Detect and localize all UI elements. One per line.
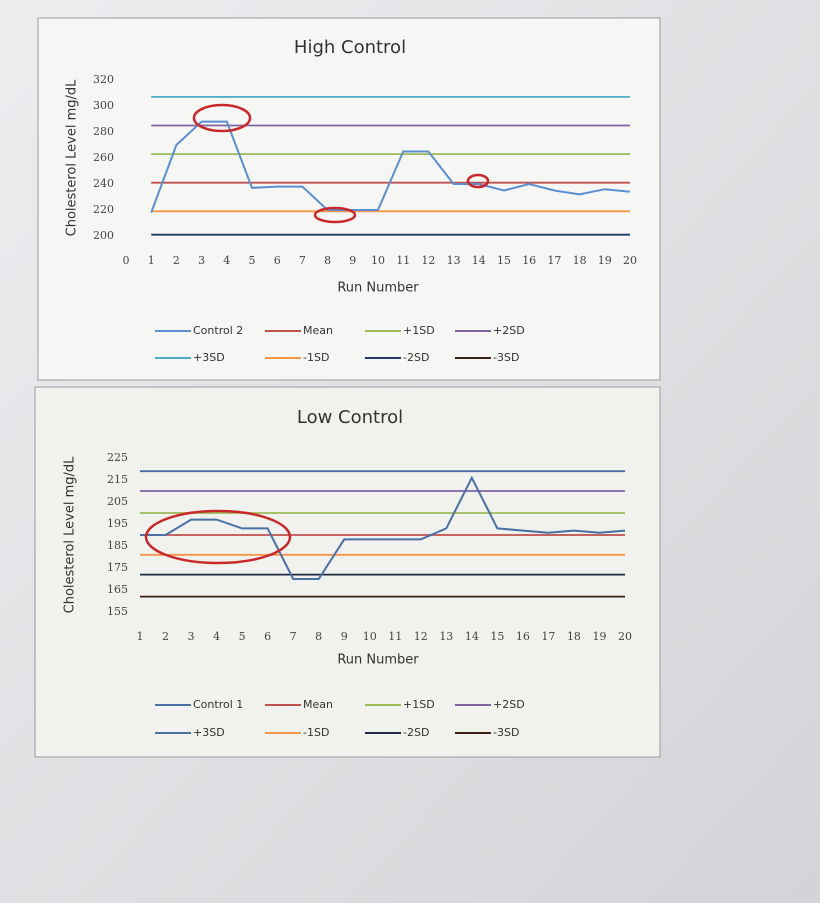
x-tick-label: 16 [516, 630, 530, 643]
y-tick-label: 240 [93, 177, 114, 190]
x-tick-label: 6 [274, 254, 281, 267]
x-tick-label: 6 [264, 630, 271, 643]
pen-circle [144, 509, 292, 565]
y-tick-label: 300 [93, 99, 114, 112]
legend-label: Mean [303, 324, 333, 337]
x-tick-label: 17 [541, 630, 555, 643]
x-tick-label: 7 [290, 630, 297, 643]
pen-circle [313, 206, 357, 224]
y-tick-label: 185 [107, 539, 128, 552]
x-axis-label: Run Number [337, 281, 419, 296]
y-axis-label: Cholesterol Level mg/dL [65, 79, 80, 237]
legend-label: +2SD [493, 324, 525, 337]
x-tick-label: 16 [522, 254, 536, 267]
x-tick-label: 14 [472, 254, 486, 267]
legend-label: +1SD [403, 324, 435, 337]
y-tick-label: 320 [93, 73, 114, 86]
x-tick-label: 9 [341, 630, 348, 643]
x-tick-label: 15 [497, 254, 511, 267]
y-axis-label: Cholesterol Level mg/dL [63, 456, 78, 614]
y-tick-label: 155 [107, 605, 128, 618]
legend-label: +1SD [403, 698, 435, 711]
y-tick-label: 175 [107, 561, 128, 574]
x-tick-label: 11 [396, 254, 410, 267]
x-tick-label: 7 [299, 254, 306, 267]
legend-label: -3SD [493, 726, 519, 739]
y-tick-label: 195 [107, 517, 128, 530]
pen-marks [144, 103, 490, 565]
x-tick-label: 18 [573, 254, 587, 267]
legend-label: -1SD [303, 726, 329, 739]
y-tick-label: 220 [93, 203, 114, 216]
x-tick-label: 12 [421, 254, 435, 267]
y-tick-label: 225 [107, 451, 128, 464]
x-tick-label: 17 [547, 254, 561, 267]
x-tick-label: 2 [162, 630, 169, 643]
x-tick-label: 15 [490, 630, 504, 643]
x-tick-label: 12 [414, 630, 428, 643]
legend-label: +2SD [493, 698, 525, 711]
legend-label: Control 2 [193, 324, 243, 337]
y-tick-label: 165 [107, 583, 128, 596]
x-axis-label: Run Number [337, 653, 419, 668]
x-tick-label: 18 [567, 630, 581, 643]
legend-label: +3SD [193, 351, 225, 364]
y-tick-label: 260 [93, 151, 114, 164]
x-tick-label: 4 [213, 630, 220, 643]
x-tick-label: 5 [239, 630, 246, 643]
x-tick-label: 19 [592, 630, 606, 643]
chart-title: Low Control [297, 407, 403, 428]
y-tick-label: 215 [107, 473, 128, 486]
x-tick-label: 19 [598, 254, 612, 267]
legend-label: -3SD [493, 351, 519, 364]
x-tick-label: 11 [388, 630, 402, 643]
x-tick-label: 10 [371, 254, 385, 267]
x-tick-label: 4 [223, 254, 230, 267]
x-tick-label: 8 [315, 630, 322, 643]
legend-label: -2SD [403, 351, 429, 364]
x-tick-label: 14 [465, 630, 479, 643]
x-tick-label: 9 [349, 254, 356, 267]
chart-title: High Control [294, 37, 406, 58]
x-tick-label: 1 [148, 254, 155, 267]
y-tick-label: 200 [93, 229, 114, 242]
chart-frame [34, 386, 661, 758]
legend-label: Control 1 [193, 698, 243, 711]
x-tick-label: 3 [198, 254, 205, 267]
chart-frame [37, 17, 661, 381]
x-tick-label: 3 [188, 630, 195, 643]
legend-label: -2SD [403, 726, 429, 739]
series-line [140, 475, 626, 580]
x-tick-label: 20 [618, 630, 632, 643]
x-tick-label: 0 [123, 254, 130, 267]
x-tick-label: 1 [137, 630, 144, 643]
y-tick-label: 205 [107, 495, 128, 508]
legend-label: Mean [303, 698, 333, 711]
x-tick-label: 2 [173, 254, 180, 267]
y-tick-label: 280 [93, 125, 114, 138]
x-tick-label: 8 [324, 254, 331, 267]
legend-label: -1SD [303, 351, 329, 364]
x-tick-label: 10 [363, 630, 377, 643]
series-line [150, 120, 631, 213]
legend-label: +3SD [193, 726, 225, 739]
x-tick-label: 5 [249, 254, 256, 267]
x-tick-label: 13 [447, 254, 461, 267]
pen-circle [466, 173, 490, 189]
x-tick-label: 13 [439, 630, 453, 643]
pen-circle [192, 103, 252, 133]
x-tick-label: 20 [623, 254, 637, 267]
